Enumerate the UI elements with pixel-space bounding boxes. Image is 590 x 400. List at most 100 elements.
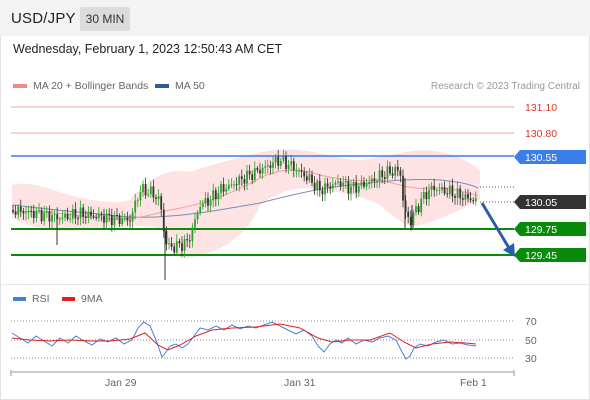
candle-body: [428, 189, 430, 200]
candle-body: [347, 181, 350, 194]
candle-body: [199, 207, 202, 213]
candle-body: [415, 206, 417, 213]
candle-body: [123, 217, 126, 219]
candle-body: [175, 241, 178, 253]
candle-body: [378, 170, 381, 181]
x-label-jan-29: Jan 29: [105, 377, 137, 389]
candle-body: [253, 168, 256, 180]
candle-body: [329, 186, 332, 189]
candle-body: [282, 156, 285, 162]
x-label-feb-1: Feb 1: [460, 377, 487, 389]
candle-body: [251, 174, 254, 180]
candle-body: [402, 175, 404, 201]
timestamp: Wednesday, February 1, 2023 12:50:43 AM …: [13, 42, 283, 56]
candle-body: [441, 187, 443, 190]
candle-body: [456, 188, 459, 198]
candle-body: [300, 170, 303, 172]
rsi-label-30: 30: [525, 353, 537, 365]
candle-body: [30, 210, 33, 212]
candle-body: [186, 239, 189, 241]
candle-body: [248, 170, 251, 175]
candle-body: [292, 161, 295, 171]
candle-body: [118, 215, 121, 224]
candle-body: [181, 243, 183, 251]
candle-body: [61, 217, 64, 219]
candle-body: [274, 156, 277, 163]
candle-body: [51, 215, 53, 222]
bollinger-band: [12, 149, 480, 259]
candle-body: [74, 209, 77, 219]
candle-body: [183, 239, 186, 251]
candle-body: [35, 210, 38, 218]
interval-button[interactable]: 30 MIN: [80, 7, 130, 31]
candle-body: [235, 184, 238, 186]
candle-body: [207, 197, 209, 206]
legend-rsi-label: RSI: [32, 293, 50, 305]
candle-body: [350, 186, 352, 194]
candle-body: [259, 170, 261, 174]
candle-body: [178, 241, 181, 244]
candle-body: [77, 218, 79, 220]
candle-body: [217, 193, 220, 200]
candle-body: [360, 181, 363, 186]
candle-body: [12, 210, 14, 212]
candle-body: [220, 184, 222, 194]
candle-body: [238, 176, 241, 185]
candle-body: [45, 211, 48, 213]
candle-body: [404, 200, 407, 212]
candle-body: [100, 214, 103, 216]
candle-body: [454, 196, 456, 198]
candle-body: [386, 166, 389, 179]
candle-body: [240, 176, 243, 179]
candle-body: [225, 188, 228, 192]
badge-129-45: [514, 248, 586, 262]
candle-body: [467, 194, 469, 199]
candle-body: [82, 207, 85, 217]
candle-body: [459, 188, 462, 199]
candle-body: [464, 194, 467, 200]
candle-body: [196, 212, 199, 220]
candle-body: [25, 212, 27, 214]
legend-ma50-label: MA 50: [175, 80, 205, 92]
candle-body: [303, 171, 306, 177]
level-label-131-10: 131.10: [525, 102, 557, 114]
candle-body: [40, 210, 43, 222]
rsi-label-70: 70: [525, 316, 537, 328]
candle-body: [326, 183, 329, 187]
candle-body: [92, 215, 95, 217]
candle-body: [246, 170, 248, 184]
candle-body: [97, 214, 100, 218]
candle-body: [19, 206, 22, 212]
ma9-swatch: [62, 297, 75, 301]
badge-129-75: [514, 222, 586, 236]
candle-body: [396, 166, 399, 171]
candle-body: [121, 217, 124, 225]
candle-body: [48, 211, 51, 222]
badge-130-55: [514, 150, 586, 164]
candle-body: [295, 170, 298, 172]
candle-body: [344, 181, 347, 183]
candle-body: [277, 156, 280, 166]
candle-body: [126, 217, 129, 221]
candle-body: [420, 198, 423, 213]
candle-body: [357, 185, 360, 193]
panel-separator: [0, 284, 590, 285]
candle-body: [204, 197, 207, 204]
candle-body: [170, 243, 173, 247]
candle-body: [363, 181, 365, 187]
badge-130-05: [514, 195, 586, 209]
candle-body: [227, 184, 230, 189]
candle-body: [389, 166, 391, 174]
candle-body: [422, 192, 425, 199]
candle-body: [474, 198, 477, 202]
candle-body: [243, 179, 246, 184]
candle-body: [64, 213, 66, 218]
candle-body: [22, 211, 25, 214]
candle-body: [139, 192, 142, 201]
candle-body: [287, 164, 290, 169]
candle-body: [451, 185, 454, 197]
candle-body: [264, 166, 267, 168]
candle-body: [313, 182, 316, 191]
ma9-line: [11, 323, 477, 351]
candle-body: [144, 183, 147, 196]
